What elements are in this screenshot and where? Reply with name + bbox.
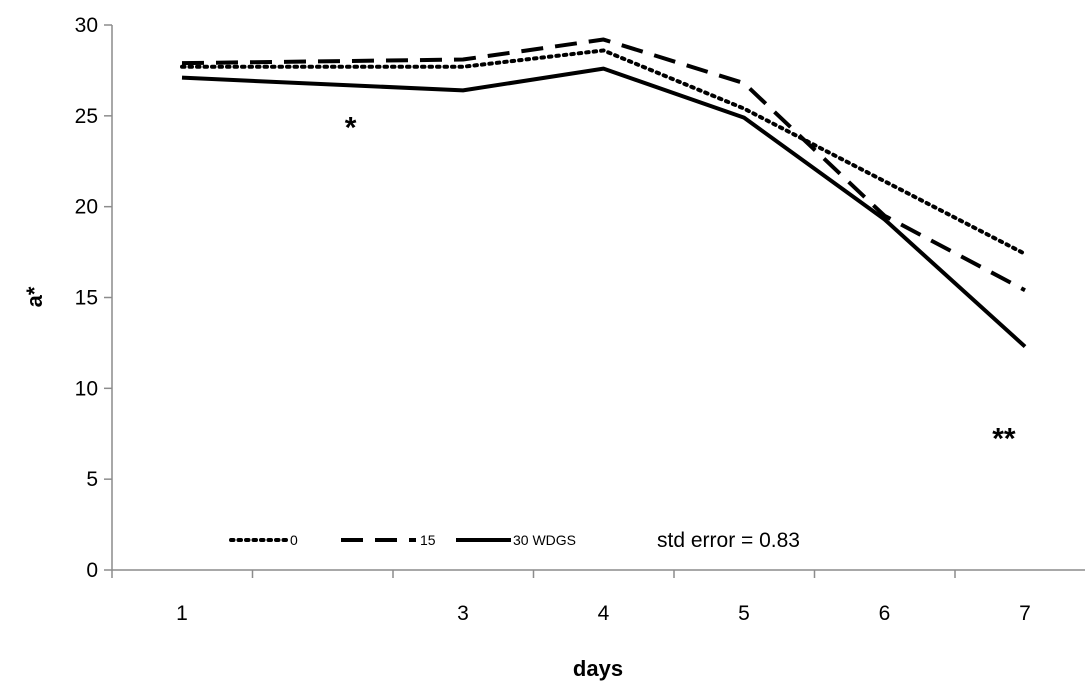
series-layer [180, 37, 1027, 349]
y-tick-label: 25 [75, 105, 98, 128]
x-axis-title: days [573, 656, 623, 681]
x-tick-label: 1 [176, 602, 188, 625]
y-tick-label: 5 [86, 468, 98, 491]
legend: 0 15 30 WDGS std error = 0.83 [229, 529, 800, 552]
series-line-1 [180, 48, 1027, 256]
x-tick-label: 3 [457, 602, 469, 625]
series-line-2 [181, 37, 1026, 293]
y-tick-label: 15 [75, 287, 98, 310]
x-tick-label: 5 [738, 602, 750, 625]
series-line-3 [181, 66, 1027, 349]
y-axis-title: a* [22, 286, 47, 307]
significance-marker-1: * [345, 112, 357, 145]
axes [111, 25, 1085, 571]
y-ticks: 0 5 10 15 20 25 30 [75, 14, 112, 582]
annotation-layer: *** [345, 112, 1016, 456]
std-error-note: std error = 0.83 [657, 529, 800, 552]
legend-label: 0 [290, 532, 298, 548]
x-tick-label: 4 [598, 602, 610, 625]
legend-label: 15 [420, 532, 436, 548]
y-tick-label: 20 [75, 196, 98, 219]
y-tick-label: 0 [86, 559, 98, 582]
legend-label: 30 WDGS [513, 532, 576, 548]
x-ticks: 1 3 4 5 6 7 [111, 570, 1031, 625]
x-tick-label: 7 [1019, 602, 1031, 625]
y-tick-label: 10 [75, 377, 98, 400]
x-tick-label: 6 [879, 602, 891, 625]
y-tick-label: 30 [75, 14, 98, 37]
significance-marker-2: ** [992, 422, 1016, 455]
